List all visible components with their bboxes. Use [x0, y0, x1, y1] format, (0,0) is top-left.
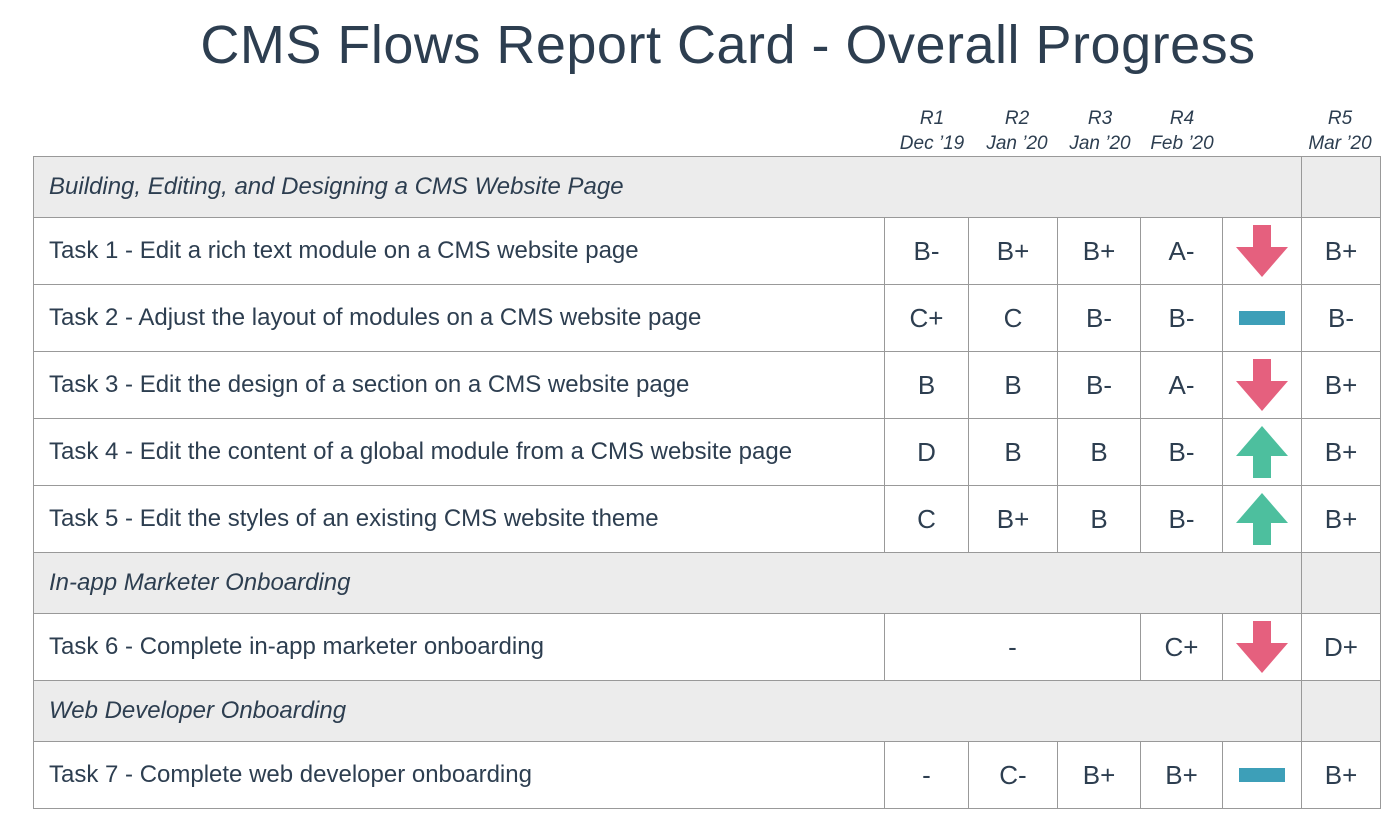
round: R1	[919, 108, 945, 129]
trend-down	[1236, 621, 1288, 673]
section-row: Building, Editing, and Designing a CMS W…	[33, 156, 1381, 218]
trend-cell	[1222, 351, 1302, 419]
grade-table: Building, Editing, and Designing a CMS W…	[33, 156, 1381, 809]
task-row: Task 4 - Edit the content of a global mo…	[33, 418, 1381, 486]
grade: -	[884, 613, 1141, 681]
grade: B+	[1057, 741, 1141, 809]
grade: B+	[1140, 741, 1223, 809]
trend-cell	[1222, 485, 1302, 553]
task-label: Task 6 - Complete in-app marketer onboar…	[33, 613, 885, 681]
trend-cell	[1222, 741, 1302, 809]
grade: C	[968, 284, 1058, 352]
grade: B	[1057, 485, 1141, 553]
grade: C	[884, 485, 969, 553]
grade: B+	[1301, 351, 1381, 419]
grade: B+	[1301, 741, 1381, 809]
trend-cell	[1222, 418, 1302, 486]
grade: B-	[1057, 351, 1141, 419]
task-row: Task 2 - Adjust the layout of modules on…	[33, 284, 1381, 352]
trend-cell	[1222, 217, 1302, 285]
round: R5	[1327, 108, 1353, 129]
col-head: R4 Feb ’20	[1137, 106, 1227, 156]
col-head: R1 Dec ’19	[887, 106, 977, 156]
trend-down	[1236, 225, 1288, 277]
trend-up	[1236, 493, 1288, 545]
round: R3	[1087, 108, 1113, 129]
col-head: R5 Mar ’20	[1295, 106, 1385, 156]
grade: D	[884, 418, 969, 486]
section-title: In-app Marketer Onboarding	[33, 552, 1302, 614]
grade: B+	[1057, 217, 1141, 285]
task-label: Task 5 - Edit the styles of an existing …	[33, 485, 885, 553]
section-title: Web Developer Onboarding	[33, 680, 1302, 742]
grade: B-	[1301, 284, 1381, 352]
date: Mar ’20	[1308, 133, 1372, 154]
cell	[1301, 680, 1381, 742]
task-row: Task 3 - Edit the design of a section on…	[33, 351, 1381, 419]
section-row: In-app Marketer Onboarding	[33, 552, 1381, 614]
col-head: R3 Jan ’20	[1055, 106, 1145, 156]
task-row: Task 5 - Edit the styles of an existing …	[33, 485, 1381, 553]
title: CMS Flows Report Card - Overall Progress	[200, 15, 1256, 75]
grade: C+	[884, 284, 969, 352]
task-row: Task 7 - Complete web developer onboardi…	[33, 741, 1381, 809]
grade: -	[884, 741, 969, 809]
date: Dec ’19	[899, 133, 965, 154]
grade: B	[1057, 418, 1141, 486]
date: Jan ’20	[986, 133, 1048, 154]
grade: B	[968, 418, 1058, 486]
task-label: Task 4 - Edit the content of a global mo…	[33, 418, 885, 486]
col-head: R2 Jan ’20	[972, 106, 1062, 156]
grade: B+	[1301, 485, 1381, 553]
task-label: Task 7 - Complete web developer onboardi…	[33, 741, 885, 809]
grade: A-	[1140, 217, 1223, 285]
cell	[1301, 552, 1381, 614]
task-row: Task 1 - Edit a rich text module on a CM…	[33, 217, 1381, 285]
grade: B-	[1140, 418, 1223, 486]
grade: B-	[1140, 485, 1223, 553]
task-label: Task 3 - Edit the design of a section on…	[33, 351, 885, 419]
date: Jan ’20	[1069, 133, 1131, 154]
grade: B-	[884, 217, 969, 285]
grade: A-	[1140, 351, 1223, 419]
grade: B+	[968, 217, 1058, 285]
round: R2	[1004, 108, 1030, 129]
task-row: Task 6 - Complete in-app marketer onboar…	[33, 613, 1381, 681]
grade: B+	[1301, 418, 1381, 486]
grade: B-	[1057, 284, 1141, 352]
grade: B+	[1301, 217, 1381, 285]
section-title: Building, Editing, and Designing a CMS W…	[33, 156, 1302, 218]
trend-cell	[1222, 613, 1302, 681]
task-label: Task 1 - Edit a rich text module on a CM…	[33, 217, 885, 285]
grade: D+	[1301, 613, 1381, 681]
trend-flat	[1239, 768, 1285, 782]
task-label: Task 2 - Adjust the layout of modules on…	[33, 284, 885, 352]
trend-flat	[1239, 311, 1285, 325]
grade: C-	[968, 741, 1058, 809]
trend-cell	[1222, 284, 1302, 352]
date: Feb ’20	[1150, 133, 1214, 154]
grade: B-	[1140, 284, 1223, 352]
trend-up	[1236, 426, 1288, 478]
grade: C+	[1140, 613, 1223, 681]
cell	[1301, 156, 1381, 218]
trend-down	[1236, 359, 1288, 411]
round: R4	[1169, 108, 1195, 129]
section-row: Web Developer Onboarding	[33, 680, 1381, 742]
grade: B	[968, 351, 1058, 419]
grade: B+	[968, 485, 1058, 553]
grade: B	[884, 351, 969, 419]
